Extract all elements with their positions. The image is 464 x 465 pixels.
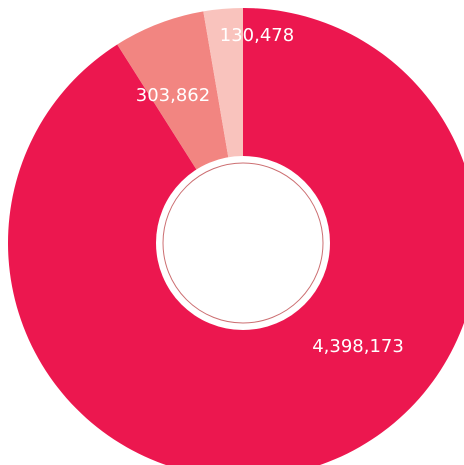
center-hole <box>162 162 324 324</box>
data-labels-group: 4,398,173 303,862 130,478 <box>136 25 404 357</box>
data-label-slice-3: 130,478 <box>220 25 294 46</box>
data-label-slice-1: 4,398,173 <box>312 336 404 357</box>
data-label-slice-2: 303,862 <box>136 85 210 106</box>
center-group <box>156 156 330 330</box>
